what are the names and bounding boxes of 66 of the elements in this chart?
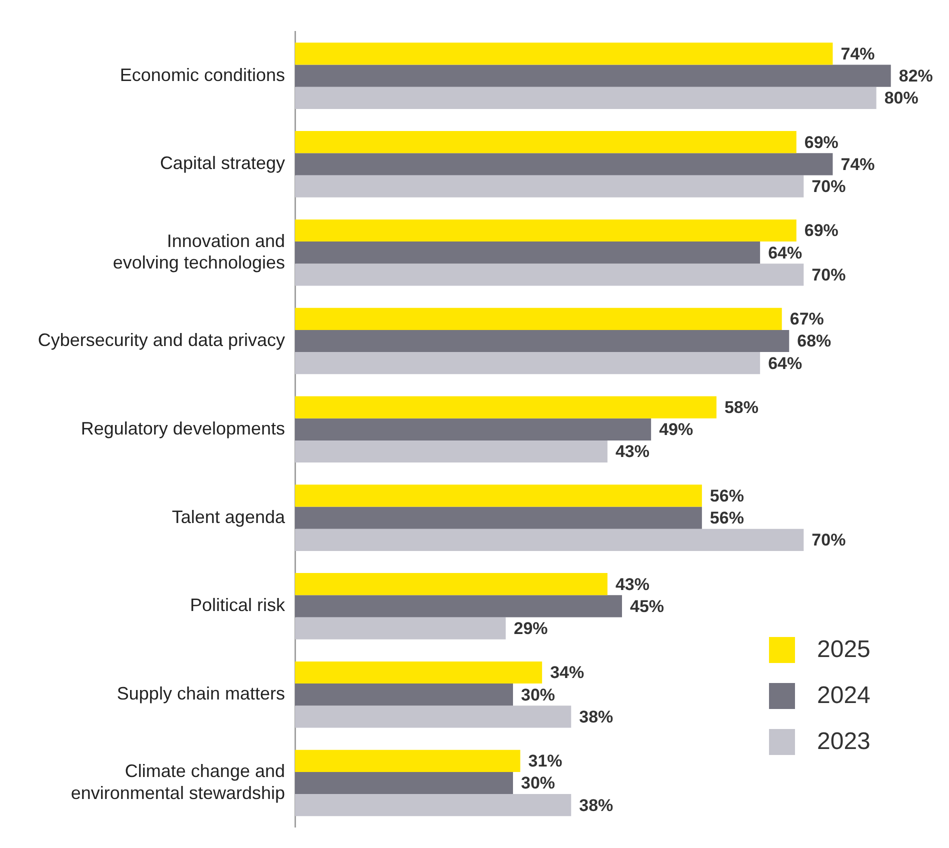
bar bbox=[295, 308, 782, 330]
bar bbox=[295, 330, 790, 352]
data-label: 68% bbox=[797, 332, 832, 351]
data-label: 34% bbox=[550, 663, 584, 682]
data-label: 80% bbox=[884, 88, 918, 108]
data-label: 38% bbox=[579, 707, 614, 726]
data-label: 67% bbox=[790, 310, 824, 329]
y-tick-label: Supply chain matters bbox=[116, 684, 285, 704]
data-label: 74% bbox=[840, 44, 875, 64]
data-label: 64% bbox=[768, 243, 802, 262]
bar bbox=[295, 772, 513, 794]
bar bbox=[295, 131, 796, 154]
data-label: 56% bbox=[710, 486, 744, 506]
bar bbox=[295, 242, 760, 264]
data-label: 30% bbox=[521, 685, 556, 704]
y-tick-label: Cybersecurity and data privacy bbox=[38, 330, 285, 350]
data-label: 82% bbox=[898, 66, 933, 86]
legend-label: 2023 bbox=[817, 728, 870, 756]
data-label: 69% bbox=[804, 132, 838, 152]
bar bbox=[295, 440, 608, 463]
bar bbox=[295, 153, 833, 176]
y-tick-label: Innovation and evolving technologies bbox=[112, 230, 285, 272]
bar bbox=[295, 264, 804, 286]
bar bbox=[295, 175, 804, 198]
bar bbox=[295, 706, 572, 728]
data-label: 69% bbox=[804, 221, 838, 240]
bar bbox=[295, 573, 608, 596]
bar bbox=[295, 528, 804, 551]
y-tick-label: Capital strategy bbox=[160, 153, 285, 174]
data-label: 30% bbox=[521, 774, 556, 793]
data-label: 31% bbox=[528, 752, 562, 771]
data-label: 70% bbox=[812, 530, 846, 550]
data-label: 43% bbox=[615, 442, 650, 462]
bar bbox=[295, 595, 622, 618]
data-label: 49% bbox=[659, 420, 694, 440]
data-label: 38% bbox=[579, 796, 614, 815]
bar bbox=[295, 506, 702, 529]
bar bbox=[295, 418, 652, 440]
bar bbox=[295, 42, 833, 65]
legend-label: 2024 bbox=[817, 682, 870, 710]
data-label: 70% bbox=[812, 265, 846, 284]
bar bbox=[295, 794, 572, 816]
data-label: 70% bbox=[812, 176, 846, 196]
data-label: 64% bbox=[768, 354, 802, 373]
bar bbox=[295, 219, 796, 242]
legend-label: 2025 bbox=[817, 636, 870, 664]
bar bbox=[295, 86, 876, 109]
data-label: 74% bbox=[840, 154, 875, 174]
y-tick-label: Economic conditions bbox=[120, 64, 285, 85]
data-label: 29% bbox=[514, 618, 548, 638]
y-tick-label: Regulatory developments bbox=[80, 418, 285, 438]
data-label: 45% bbox=[630, 596, 664, 616]
bar bbox=[295, 484, 702, 507]
bar bbox=[295, 352, 760, 374]
bar bbox=[295, 64, 891, 87]
data-label: 58% bbox=[724, 398, 758, 417]
bar bbox=[295, 750, 520, 772]
bar bbox=[295, 396, 716, 418]
y-tick-label: Political risk bbox=[190, 595, 286, 616]
y-tick-label: Climate change and environmental stewardship bbox=[70, 761, 285, 803]
bar bbox=[295, 684, 513, 706]
bar bbox=[295, 617, 506, 640]
bar bbox=[295, 661, 542, 684]
data-label: 43% bbox=[615, 574, 650, 594]
y-tick-label: Talent agenda bbox=[172, 506, 286, 527]
data-label: 56% bbox=[710, 508, 744, 528]
